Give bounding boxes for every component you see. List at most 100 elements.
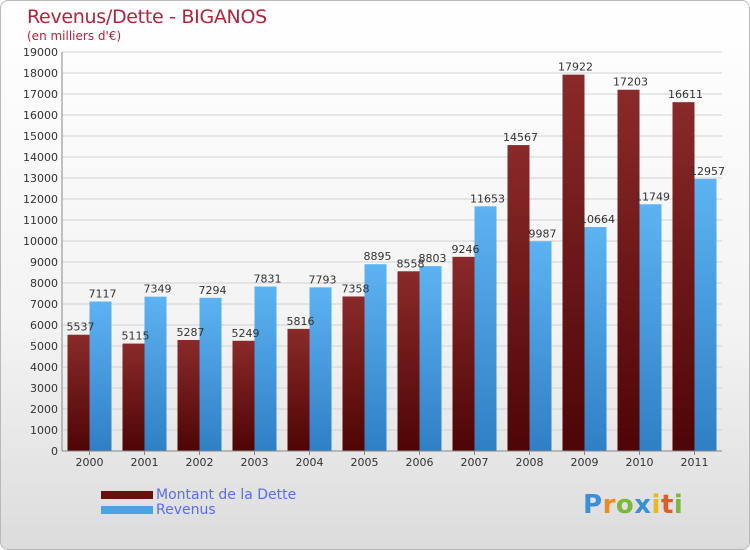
x-tick-label: 2009 bbox=[571, 456, 599, 469]
x-tick-label: 2007 bbox=[461, 456, 489, 469]
y-tick-label: 16000 bbox=[23, 109, 58, 122]
logo-letter: x bbox=[634, 490, 652, 520]
y-tick-label: 7000 bbox=[30, 298, 58, 311]
legend-label-debt: Montant de la Dette bbox=[156, 486, 297, 503]
x-tick-label: 2010 bbox=[626, 456, 654, 469]
data-label: 7793 bbox=[309, 273, 337, 286]
bar-revenus bbox=[474, 206, 497, 451]
data-label: 12957 bbox=[690, 165, 725, 178]
y-tick-label: 11000 bbox=[23, 214, 58, 227]
bar-dette bbox=[452, 256, 475, 451]
bar-revenus bbox=[584, 227, 607, 451]
bar-dette bbox=[342, 296, 365, 451]
y-tick-label: 9000 bbox=[30, 256, 58, 269]
y-tick-label: 2000 bbox=[30, 403, 58, 416]
data-label: 9246 bbox=[452, 243, 480, 256]
bar-revenus bbox=[199, 297, 222, 451]
data-label: 7294 bbox=[199, 284, 227, 297]
bar-revenus bbox=[89, 301, 112, 451]
bar-revenus bbox=[254, 286, 277, 451]
data-label: 11749 bbox=[635, 190, 670, 203]
y-tick-label: 14000 bbox=[23, 151, 58, 164]
x-tick-label: 2006 bbox=[406, 456, 434, 469]
y-tick-label: 0 bbox=[51, 445, 58, 458]
logo-letter: r bbox=[602, 490, 616, 520]
x-tick-label: 2004 bbox=[296, 456, 324, 469]
chart-subtitle: (en milliers d'€) bbox=[27, 29, 122, 43]
data-label: 14567 bbox=[503, 131, 538, 144]
data-label: 8558 bbox=[397, 257, 425, 270]
grid-lines bbox=[62, 51, 722, 452]
y-tick-label: 13000 bbox=[23, 172, 58, 185]
y-tick-label: 4000 bbox=[30, 361, 58, 374]
data-label: 10664 bbox=[580, 213, 615, 226]
data-labels: 5537 7117 5115 7349 5287 7294 5249 7831 5816 7793… bbox=[67, 61, 726, 343]
bars bbox=[67, 74, 717, 451]
bar-revenus bbox=[309, 287, 332, 451]
data-label: 5287 bbox=[177, 326, 205, 339]
bar-revenus bbox=[419, 266, 442, 451]
bar-revenus bbox=[694, 178, 717, 451]
legend-item-revenus: Revenus bbox=[101, 501, 296, 518]
bar-dette bbox=[672, 102, 695, 451]
y-tick-label: 18000 bbox=[23, 67, 58, 80]
legend-swatch-debt bbox=[101, 490, 153, 499]
y-tick-label: 1000 bbox=[30, 424, 58, 437]
data-label: 5816 bbox=[287, 315, 315, 328]
data-label: 16611 bbox=[668, 88, 703, 101]
bar-dette bbox=[287, 328, 310, 451]
legend-item-debt: Montant de la Dette bbox=[101, 486, 297, 503]
logo-letter: o bbox=[615, 490, 635, 520]
bar-dette bbox=[617, 89, 640, 451]
data-label: 7358 bbox=[342, 282, 370, 295]
bar-dette bbox=[397, 271, 420, 451]
bar-revenus bbox=[144, 296, 167, 451]
y-tick-label: 3000 bbox=[30, 382, 58, 395]
legend: Montant de la Dette Revenus bbox=[101, 486, 297, 518]
bar-revenus bbox=[529, 241, 552, 451]
axes: 0 1000 2000 3000 4000 5000 6000 7000 8000 9000 100… bbox=[23, 46, 722, 469]
bar-dette bbox=[562, 74, 585, 451]
y-tick-label: 6000 bbox=[30, 319, 58, 332]
data-label: 17922 bbox=[558, 61, 593, 74]
x-tick-label: 2002 bbox=[186, 456, 214, 469]
x-tick-label: 2000 bbox=[76, 456, 104, 469]
bar-revenus bbox=[639, 204, 662, 451]
y-tick-label: 12000 bbox=[23, 193, 58, 206]
data-label: 5115 bbox=[122, 330, 150, 343]
bar-dette bbox=[232, 340, 255, 451]
y-tick-label: 15000 bbox=[23, 130, 58, 143]
y-tick-label: 10000 bbox=[23, 235, 58, 248]
data-label: 8803 bbox=[419, 252, 447, 265]
x-tick-label: 2011 bbox=[681, 456, 709, 469]
bar-dette bbox=[67, 334, 90, 451]
legend-label-revenus: Revenus bbox=[156, 501, 216, 518]
proxiti-logo: Proxiti bbox=[583, 490, 683, 520]
y-tick-label: 5000 bbox=[30, 340, 58, 353]
data-label: 17203 bbox=[613, 76, 648, 89]
data-label: 7831 bbox=[254, 273, 282, 286]
data-label: 8895 bbox=[364, 250, 392, 263]
y-tick-label: 8000 bbox=[30, 277, 58, 290]
logo-letter: P bbox=[583, 490, 603, 520]
data-label: 7117 bbox=[89, 288, 117, 301]
logo-letter: i bbox=[651, 490, 661, 520]
bar-dette bbox=[122, 343, 145, 451]
y-tick-label: 17000 bbox=[23, 88, 58, 101]
legend-swatch-revenus bbox=[101, 505, 153, 514]
data-label: 5537 bbox=[67, 321, 95, 334]
bar-revenus bbox=[364, 264, 387, 451]
logo-letter: i bbox=[673, 490, 684, 520]
bar-dette bbox=[177, 339, 200, 451]
data-label: 9987 bbox=[529, 227, 557, 240]
chart-title: Revenus/Dette - BIGANOS bbox=[27, 6, 267, 28]
data-label: 7349 bbox=[144, 283, 172, 296]
x-tick-label: 2001 bbox=[131, 456, 159, 469]
data-label: 5249 bbox=[232, 327, 260, 340]
x-tick-label: 2003 bbox=[241, 456, 269, 469]
x-tick-label: 2008 bbox=[516, 456, 544, 469]
data-label: 11653 bbox=[470, 192, 505, 205]
x-tick-label: 2005 bbox=[351, 456, 379, 469]
